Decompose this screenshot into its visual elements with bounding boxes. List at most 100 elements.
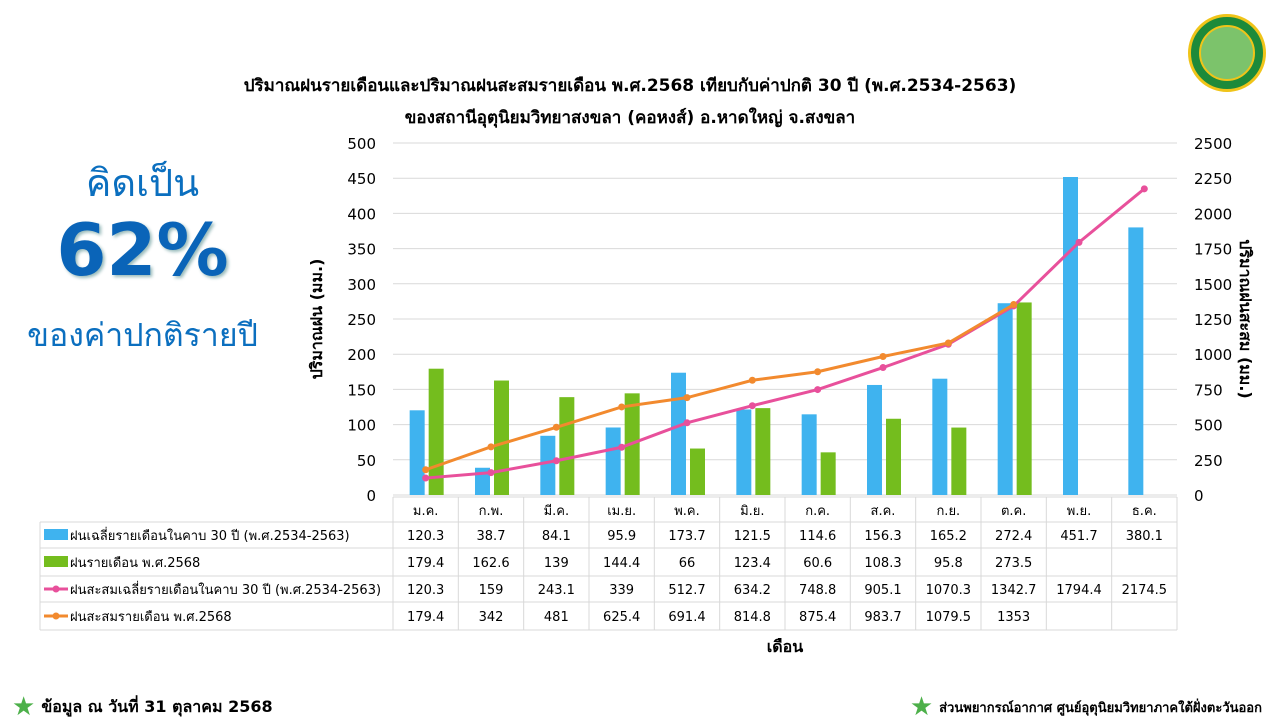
table-cell: 342 xyxy=(479,610,504,625)
bar-2568-monthly xyxy=(690,448,705,495)
y2-tick-label: 2250 xyxy=(1194,170,1232,188)
table-cell: 625.4 xyxy=(603,610,640,625)
line-point xyxy=(879,364,887,372)
table-cell: 634.2 xyxy=(734,583,771,598)
summary-percent: 62% xyxy=(56,208,229,292)
line-point xyxy=(618,403,626,411)
month-label: พ.ค. xyxy=(674,504,700,519)
bar-2568-monthly xyxy=(494,380,509,495)
table-cell: 162.6 xyxy=(472,556,509,571)
legend-swatch xyxy=(44,529,68,540)
legend-label: ฝนรายเดือน พ.ศ.2568 xyxy=(70,555,200,571)
y-tick-label: 350 xyxy=(347,241,376,259)
table-cell: 159 xyxy=(479,583,504,598)
table-cell: 339 xyxy=(609,583,634,598)
line-2568-cumulative xyxy=(425,303,1015,472)
table-cell: 983.7 xyxy=(864,610,901,625)
y2-tick-label: 500 xyxy=(1194,417,1223,435)
line-point xyxy=(422,474,430,482)
line-point xyxy=(748,376,756,384)
bar-2568-monthly xyxy=(886,418,901,495)
month-label: มี.ค. xyxy=(544,503,570,519)
bar-2568-monthly xyxy=(559,397,575,495)
y-tick-label: 450 xyxy=(347,170,376,188)
y2-tick-label: 2500 xyxy=(1194,135,1232,153)
summary-caption: ของค่าปกติรายปี xyxy=(27,316,258,354)
table-cell: 144.4 xyxy=(603,556,640,571)
bar-normal-monthly xyxy=(932,378,948,495)
table-cell: 179.4 xyxy=(407,556,444,571)
y2-tick-label: 1250 xyxy=(1194,311,1232,329)
y-tick-label: 50 xyxy=(357,452,376,470)
table-cell: 380.1 xyxy=(1126,529,1163,544)
month-label: ส.ค. xyxy=(871,504,896,519)
line-point xyxy=(1010,300,1018,308)
month-label: ต.ค. xyxy=(1001,504,1026,519)
y2-tick-label: 250 xyxy=(1194,452,1223,470)
table-cell: 273.5 xyxy=(995,556,1032,571)
chart-title-line1: ปริมาณฝนรายเดือนและปริมาณฝนสะสมรายเดือน … xyxy=(243,76,1017,96)
table-cell: 156.3 xyxy=(864,529,901,544)
y-tick-label: 250 xyxy=(347,311,376,329)
bar-normal-monthly xyxy=(540,435,556,495)
line-point xyxy=(1140,185,1148,193)
footer-agency: ★ ส่วนพยากรณ์อากาศ ศูนย์อุตุนิยมวิทยาภาคใ… xyxy=(910,694,1262,720)
table-cell: 120.3 xyxy=(407,529,444,544)
line-point xyxy=(683,419,691,427)
footer-data-date: ★ ข้อมูล ณ วันที่ 31 ตุลาคม 2568 xyxy=(12,694,273,720)
month-label: ก.ย. xyxy=(936,504,960,519)
bar-normal-monthly xyxy=(736,409,752,495)
y2-tick-label: 1500 xyxy=(1194,276,1232,294)
table-cell: 123.4 xyxy=(734,556,771,571)
bar-normal-monthly xyxy=(409,410,425,495)
table-cell: 139 xyxy=(544,556,569,571)
legend-marker xyxy=(52,612,60,620)
bar-normal-monthly xyxy=(1128,227,1144,495)
bar-normal-monthly xyxy=(671,372,686,495)
table-cell: 905.1 xyxy=(864,583,901,598)
bar-2568-monthly xyxy=(951,427,967,495)
y-tick-label: 500 xyxy=(347,135,376,153)
table-cell: 272.4 xyxy=(995,529,1032,544)
table-cell: 173.7 xyxy=(668,529,705,544)
table-cell: 1070.3 xyxy=(926,583,972,598)
line-point xyxy=(552,457,560,465)
table-cell: 691.4 xyxy=(668,610,705,625)
y-tick-label: 100 xyxy=(347,417,376,435)
y2-axis-label: ปริมาณฝนสะสม (มม.) xyxy=(1236,239,1255,398)
line-point xyxy=(1075,238,1083,246)
line-point xyxy=(422,466,430,474)
y2-tick-label: 1750 xyxy=(1194,241,1232,259)
bar-normal-monthly xyxy=(605,427,621,495)
table-cell: 451.7 xyxy=(1060,529,1097,544)
y-tick-label: 0 xyxy=(366,487,376,505)
line-point xyxy=(814,368,822,376)
table-cell: 38.7 xyxy=(477,529,506,544)
table-cell: 2174.5 xyxy=(1122,583,1168,598)
table-cell: 84.1 xyxy=(542,529,571,544)
footer-date-text: ข้อมูล ณ วันที่ 31 ตุลาคม 2568 xyxy=(41,696,273,716)
bar-2568-monthly xyxy=(1016,302,1032,495)
month-label: ก.ค. xyxy=(805,504,830,519)
y-tick-label: 300 xyxy=(347,276,376,294)
table-cell: 512.7 xyxy=(668,583,705,598)
line-point xyxy=(748,402,756,410)
line-point xyxy=(683,394,691,402)
y2-tick-label: 2000 xyxy=(1194,205,1232,223)
table-cell: 60.6 xyxy=(803,556,832,571)
legend-swatch xyxy=(44,556,68,567)
table-cell: 165.2 xyxy=(930,529,967,544)
bar-2568-monthly xyxy=(755,408,771,495)
star-icon: ★ xyxy=(12,692,36,722)
line-point xyxy=(618,443,626,451)
table-cell: 814.8 xyxy=(734,610,771,625)
month-label: ธ.ค. xyxy=(1132,504,1157,519)
month-label: ก.พ. xyxy=(479,504,504,519)
bar-normal-monthly xyxy=(997,303,1013,495)
table-cell: 95.9 xyxy=(607,529,636,544)
table-cell: 1342.7 xyxy=(991,583,1037,598)
line-point xyxy=(487,443,495,451)
table-cell: 1079.5 xyxy=(926,610,972,625)
y2-tick-label: 750 xyxy=(1194,381,1223,399)
legend-label: ฝนสะสมเฉลี่ยรายเดือนในคาบ 30 ปี (พ.ศ.253… xyxy=(70,581,381,598)
